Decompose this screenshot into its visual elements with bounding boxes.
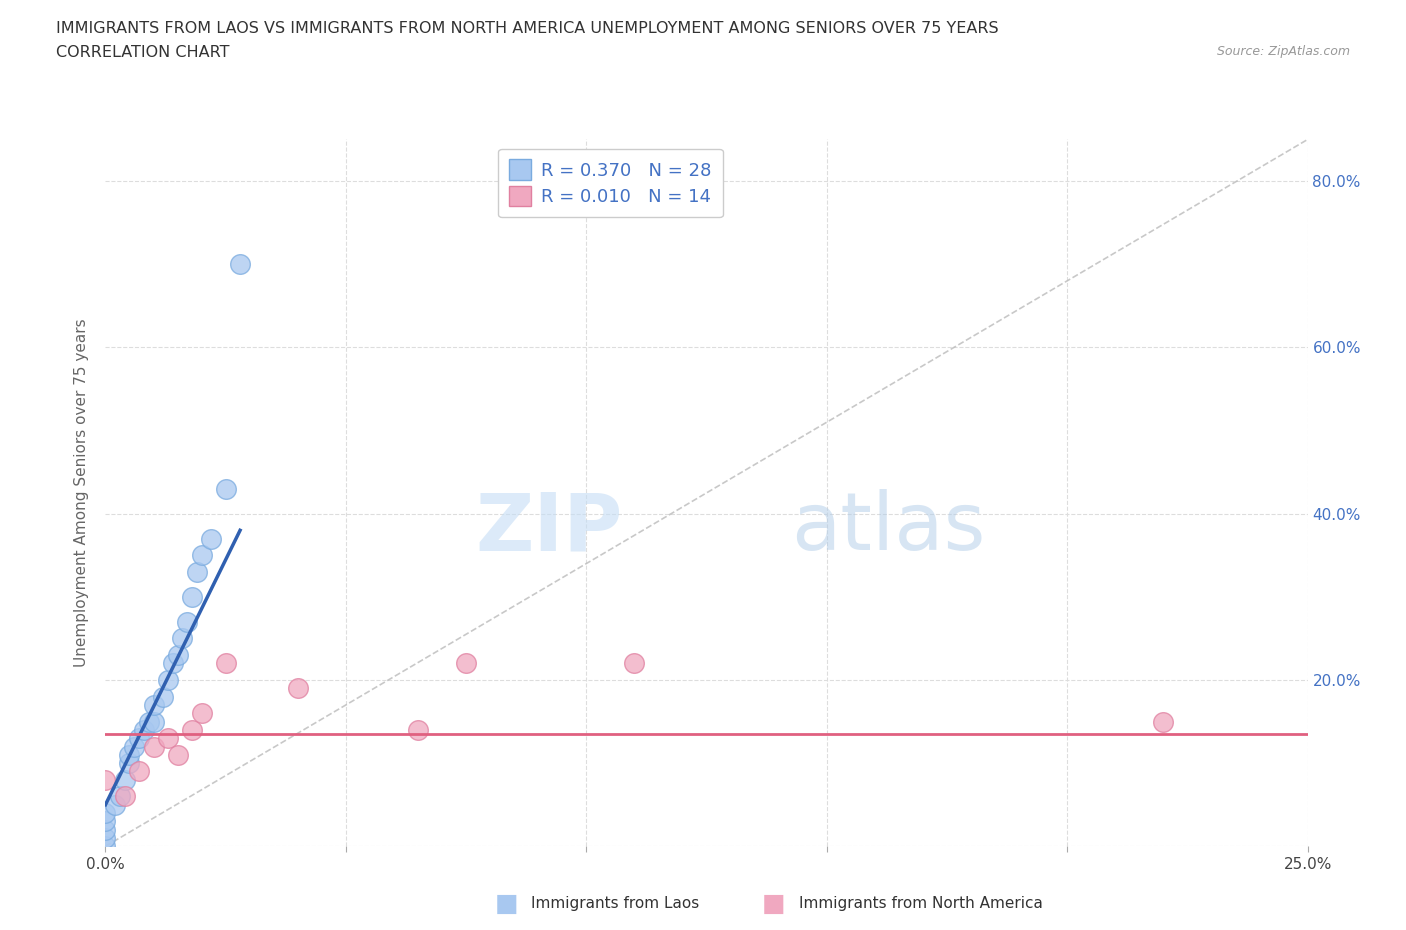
Point xyxy=(156,731,179,746)
Point xyxy=(142,698,165,712)
Point xyxy=(287,681,309,696)
Point xyxy=(94,830,117,845)
Point xyxy=(132,723,155,737)
Point xyxy=(114,789,136,804)
Legend: R = 0.370   N = 28, R = 0.010   N = 14: R = 0.370 N = 28, R = 0.010 N = 14 xyxy=(498,149,723,218)
Point xyxy=(454,656,477,671)
Y-axis label: Unemployment Among Seniors over 75 years: Unemployment Among Seniors over 75 years xyxy=(75,319,90,667)
Point xyxy=(128,731,150,746)
Point xyxy=(190,706,212,721)
Point xyxy=(94,814,117,829)
Point xyxy=(94,772,117,787)
Point xyxy=(172,631,194,645)
Point xyxy=(190,548,212,563)
Point xyxy=(114,772,136,787)
Point xyxy=(166,647,188,662)
Point xyxy=(128,764,150,779)
Text: atlas: atlas xyxy=(790,489,986,567)
Point xyxy=(118,748,141,763)
Text: IMMIGRANTS FROM LAOS VS IMMIGRANTS FROM NORTH AMERICA UNEMPLOYMENT AMONG SENIORS: IMMIGRANTS FROM LAOS VS IMMIGRANTS FROM … xyxy=(56,21,998,36)
Point xyxy=(152,689,174,704)
Point xyxy=(176,615,198,630)
Point xyxy=(214,482,236,497)
Point xyxy=(142,714,165,729)
Text: ■: ■ xyxy=(495,892,517,916)
Point xyxy=(156,672,179,687)
Point xyxy=(181,590,204,604)
Text: Immigrants from North America: Immigrants from North America xyxy=(799,897,1042,911)
Point xyxy=(186,565,208,579)
Point xyxy=(200,531,222,546)
Point xyxy=(124,739,146,754)
Point xyxy=(118,756,141,771)
Text: CORRELATION CHART: CORRELATION CHART xyxy=(56,45,229,60)
Text: Source: ZipAtlas.com: Source: ZipAtlas.com xyxy=(1216,45,1350,58)
Text: ZIP: ZIP xyxy=(475,489,623,567)
Point xyxy=(138,714,160,729)
Point xyxy=(181,723,204,737)
Point xyxy=(94,805,117,820)
Point xyxy=(229,257,252,272)
Point xyxy=(108,789,131,804)
Text: Immigrants from Laos: Immigrants from Laos xyxy=(531,897,700,911)
Point xyxy=(104,797,127,812)
Point xyxy=(162,656,184,671)
Point xyxy=(623,656,645,671)
Point xyxy=(406,723,429,737)
Text: ■: ■ xyxy=(762,892,785,916)
Point xyxy=(1152,714,1174,729)
Point xyxy=(94,839,117,854)
Point xyxy=(142,739,165,754)
Point xyxy=(166,748,188,763)
Point xyxy=(214,656,236,671)
Point xyxy=(94,822,117,837)
